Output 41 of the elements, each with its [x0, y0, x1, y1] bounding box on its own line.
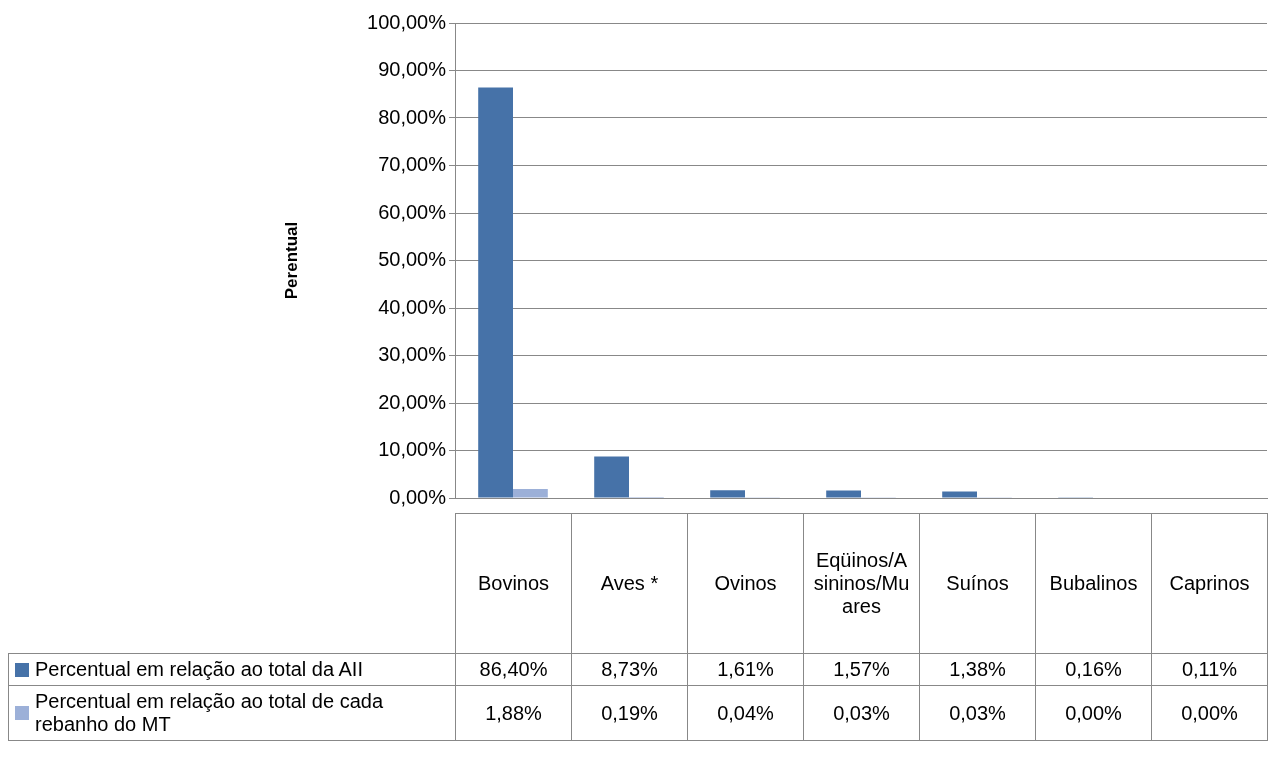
y-tick-label: 50,00% — [378, 248, 447, 271]
x-tick-label: Suínos — [919, 513, 1036, 654]
data-label: 1,38% — [919, 653, 1036, 686]
y-axis-title: Perentual — [281, 221, 301, 300]
data-label: 0,19% — [571, 685, 688, 741]
y-tick-label: 20,00% — [378, 390, 447, 413]
data-label: 0,03% — [803, 685, 920, 741]
data-label: 0,00% — [1035, 685, 1152, 741]
data-label: 0,03% — [919, 685, 1036, 741]
y-tick-label: 60,00% — [378, 200, 447, 223]
y-tick-label: 40,00% — [378, 295, 447, 318]
data-label: 1,61% — [687, 653, 804, 686]
x-tick-label: Caprinos — [1151, 513, 1268, 654]
y-tick-label: 10,00% — [378, 438, 447, 461]
legend-label: Percentual em relação ao total da AII — [35, 658, 363, 681]
data-label: 8,73% — [571, 653, 688, 686]
y-tick-label: 30,00% — [378, 343, 447, 366]
data-label: 1,88% — [455, 685, 572, 741]
data-label: 0,11% — [1151, 653, 1268, 686]
x-tick-label: Aves * — [571, 513, 688, 654]
legend-label: Percentual em relação ao total de cada rebanho do MT — [35, 690, 384, 736]
data-label: 0,00% — [1151, 685, 1268, 741]
x-tick-label: Ovinos — [687, 513, 804, 654]
data-label: 0,04% — [687, 685, 804, 741]
bar — [513, 489, 548, 498]
bar — [478, 87, 513, 498]
bar — [594, 456, 629, 498]
y-tick-label: 0,00% — [389, 485, 447, 508]
bar — [710, 490, 745, 498]
x-tick-label: Bovinos — [455, 513, 572, 654]
x-tick-label: Eqüinos/Asininos/Muares — [803, 513, 920, 654]
data-label: 0,16% — [1035, 653, 1152, 686]
data-label: 1,57% — [803, 653, 920, 686]
bar — [826, 490, 861, 498]
x-tick-label: Bubalinos — [1035, 513, 1152, 654]
data-label: 86,40% — [455, 653, 572, 686]
y-tick-label: 100,00% — [367, 10, 447, 33]
y-tick-label: 70,00% — [378, 153, 447, 176]
y-tick-label: 80,00% — [378, 105, 447, 128]
y-tick-label: 90,00% — [378, 58, 447, 81]
bar — [942, 491, 977, 498]
